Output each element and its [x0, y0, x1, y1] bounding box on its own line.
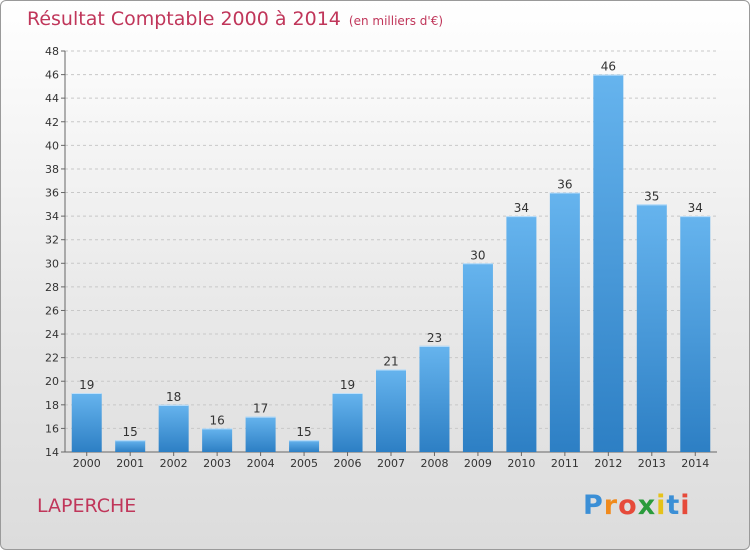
x-tick-label: 2004	[247, 457, 275, 470]
data-label: 30	[470, 248, 485, 262]
bar	[419, 345, 450, 452]
y-tick-label: 22	[45, 352, 59, 365]
y-tick-label: 28	[45, 281, 59, 294]
data-label: 15	[123, 425, 138, 439]
data-label: 17	[253, 402, 268, 416]
data-label: 23	[427, 331, 442, 345]
bar	[462, 263, 493, 452]
y-tick-label: 18	[45, 399, 59, 412]
bar	[245, 416, 276, 452]
x-tick-label: 2000	[73, 457, 101, 470]
x-tick-label: 2013	[638, 457, 666, 470]
logo-letter: t	[666, 490, 681, 521]
data-label: 34	[688, 201, 703, 215]
data-label: 15	[296, 425, 311, 439]
chart-subtitle: (en milliers d'€)	[348, 14, 444, 28]
x-tick-label: 2008	[420, 457, 448, 470]
bar	[376, 369, 406, 452]
logo-letter: i	[680, 490, 691, 521]
x-tick-label: 2007	[377, 457, 405, 470]
y-tick-label: 38	[45, 163, 59, 176]
y-tick-label: 48	[45, 45, 59, 58]
y-tick-label: 30	[45, 257, 59, 270]
x-tick-label: 2006	[334, 457, 362, 470]
proxiti-logo: Proxiti	[583, 490, 691, 521]
bar	[593, 74, 624, 453]
data-label: 35	[644, 189, 659, 203]
x-tick-label: 2002	[160, 457, 188, 470]
logo-letter: P	[583, 490, 604, 521]
bar	[158, 404, 189, 452]
place-name: LAPERCHE	[37, 495, 137, 517]
data-label: 36	[557, 178, 572, 192]
y-tick-label: 24	[45, 328, 59, 341]
bar	[289, 440, 320, 452]
logo-letter: x	[637, 490, 657, 521]
bar	[549, 192, 580, 452]
x-tick-label: 2001	[116, 457, 144, 470]
y-tick-label: 16	[45, 422, 59, 435]
data-label: 19	[79, 378, 94, 392]
bar	[332, 393, 363, 452]
y-tick-label: 46	[45, 69, 59, 82]
x-tick-label: 2012	[594, 457, 622, 470]
x-tick-label: 2005	[290, 457, 318, 470]
bar	[71, 393, 102, 452]
y-tick-label: 44	[45, 92, 59, 105]
bar	[636, 204, 667, 452]
chart-title-text: Résultat Comptable 2000 à 2014	[27, 8, 341, 30]
data-label: 19	[340, 378, 355, 392]
y-tick-label: 20	[45, 375, 59, 388]
x-tick-label: 2014	[681, 457, 709, 470]
bar	[202, 428, 233, 452]
y-tick-label: 40	[45, 139, 59, 152]
data-label: 46	[601, 60, 616, 74]
data-label: 34	[514, 201, 529, 215]
x-tick-label: 2003	[203, 457, 231, 470]
y-tick-label: 34	[45, 210, 59, 223]
y-tick-label: 42	[45, 116, 59, 129]
bar	[680, 216, 711, 452]
logo-letter: o	[618, 490, 638, 521]
logo-letter: i	[656, 490, 667, 521]
data-label: 18	[166, 390, 181, 404]
data-label: 16	[209, 413, 224, 427]
y-tick-label: 26	[45, 304, 59, 317]
bar	[115, 440, 146, 452]
x-tick-label: 2010	[507, 457, 535, 470]
data-label: 21	[383, 354, 398, 368]
bar	[506, 216, 537, 452]
logo-letter: r	[603, 490, 619, 521]
chart-title: Résultat Comptable 2000 à 2014 (en millie…	[27, 8, 443, 30]
y-tick-label: 36	[45, 187, 59, 200]
y-tick-label: 14	[45, 446, 59, 459]
y-tick-label: 32	[45, 234, 59, 247]
x-tick-label: 2009	[464, 457, 492, 470]
x-tick-label: 2011	[551, 457, 579, 470]
